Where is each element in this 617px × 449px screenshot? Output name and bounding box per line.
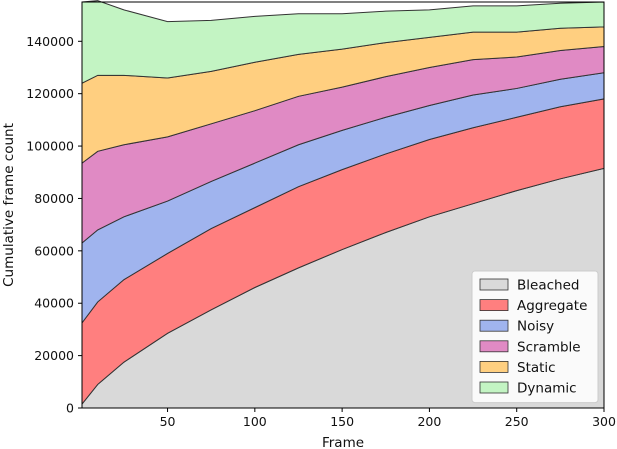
legend-swatch-bleached xyxy=(479,278,509,291)
x-tick-label: 150 xyxy=(330,414,354,429)
y-tick-label: 100000 xyxy=(26,139,74,154)
y-tick-label: 120000 xyxy=(26,86,74,101)
x-axis: 50 100 150 200 250 300 xyxy=(160,408,616,429)
y-tick-label: 80000 xyxy=(34,191,74,206)
y-tick-label: 40000 xyxy=(34,296,74,311)
y-tick-label: 0 xyxy=(66,401,74,416)
legend-label-dynamic: Dynamic xyxy=(517,381,577,397)
legend-swatch-noisy xyxy=(479,319,509,332)
y-tick-label: 20000 xyxy=(34,348,74,363)
y-tick-label: 140000 xyxy=(26,34,74,49)
legend-label-noisy: Noisy xyxy=(517,319,554,335)
legend-label-aggregate: Aggregate xyxy=(517,298,587,314)
legend-swatch-static xyxy=(479,360,509,373)
legend: Bleached Aggregate Noisy Scramble Static Dyna… xyxy=(471,270,599,404)
x-tick-label: 300 xyxy=(592,414,616,429)
y-tick-label: 60000 xyxy=(34,243,74,258)
legend-label-bleached: Bleached xyxy=(517,278,579,294)
legend-swatch-aggregate xyxy=(479,299,509,312)
legend-swatch-dynamic xyxy=(479,381,509,394)
legend-label-static: Static xyxy=(517,360,556,376)
legend-label-scramble: Scramble xyxy=(517,339,581,355)
plot-frame xyxy=(81,1,605,409)
x-tick-label: 200 xyxy=(417,414,441,429)
x-tick-label: 50 xyxy=(160,414,176,429)
y-axis-label: Cumulative frame count xyxy=(1,123,17,287)
x-axis-label: Frame xyxy=(322,435,364,449)
x-tick-label: 100 xyxy=(243,414,267,429)
x-tick-label: 250 xyxy=(505,414,529,429)
y-axis: 0 20000 40000 60000 80000 100000 120000 140000 xyxy=(26,34,82,416)
legend-swatch-scramble xyxy=(479,340,509,353)
